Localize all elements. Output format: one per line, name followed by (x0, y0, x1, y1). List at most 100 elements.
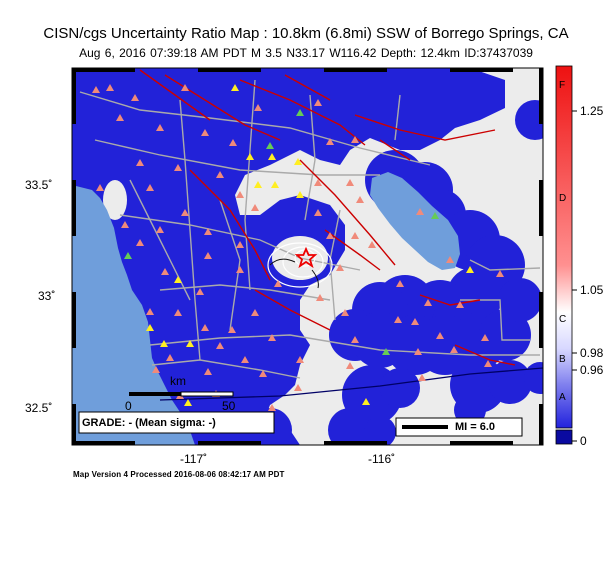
colorbar-value-0-98: 0.98 (580, 346, 604, 360)
station-marker (326, 232, 334, 239)
station-marker (294, 158, 302, 165)
station-marker (466, 266, 474, 273)
lat-tick-33-5: 33.5˚ (25, 178, 53, 192)
station-marker (424, 299, 432, 306)
station-marker (314, 209, 322, 216)
scale-unit: km (170, 374, 186, 388)
station-marker (274, 280, 282, 287)
station-marker (181, 84, 189, 91)
station-marker (496, 270, 504, 277)
station-marker (92, 86, 100, 93)
station-marker (106, 84, 114, 91)
station-marker (136, 239, 144, 246)
ocean (72, 185, 195, 445)
map-area (72, 68, 543, 445)
colorbar-value-1-05: 1.05 (580, 283, 604, 297)
epicenter-star (294, 246, 318, 269)
station-marker (450, 346, 458, 353)
station-marker (184, 399, 192, 406)
station-marker (481, 334, 489, 341)
station-marker (246, 153, 254, 160)
map-frame (71, 67, 544, 446)
colorbar-value-0-96: 0.96 (580, 363, 604, 377)
frame-ticks (72, 68, 543, 445)
lon-tick-117: -117˚ (180, 452, 208, 466)
station-marker (181, 209, 189, 216)
station-marker (362, 398, 370, 405)
station-marker (231, 84, 239, 91)
station-marker (368, 241, 376, 248)
station-marker (411, 318, 419, 325)
station-marker (160, 340, 168, 347)
border-line (159, 367, 543, 401)
station-marker (204, 228, 212, 235)
station-marker (271, 181, 279, 188)
station-marker (418, 374, 426, 381)
station-marker (396, 280, 404, 287)
colorbar (555, 65, 577, 445)
station-marker (431, 212, 439, 219)
station-marker (131, 94, 139, 101)
station-marker (341, 309, 349, 316)
station-marker (316, 294, 324, 301)
mi-legend (395, 417, 523, 437)
colorbar-grade-b: B (559, 354, 566, 365)
station-marker (152, 366, 160, 373)
station-marker (174, 309, 182, 316)
station-marker (254, 181, 262, 188)
station-marker (351, 232, 359, 239)
station-marker (266, 142, 274, 149)
event-details: Aug 6, 2016 07:39:18 AM PDT M 3.5 N33.17… (79, 46, 533, 60)
colorbar-grade-f: F (559, 80, 566, 91)
station-marker (296, 191, 304, 198)
station-marker (446, 256, 454, 263)
station-marker (146, 324, 154, 331)
station-marker (116, 114, 124, 121)
station-marker (241, 356, 249, 363)
station-marker (251, 309, 259, 316)
station-marker (201, 324, 209, 331)
station-marker (236, 266, 244, 273)
station-markers (92, 84, 504, 411)
light-patch (103, 180, 127, 220)
station-marker (174, 276, 182, 283)
station-marker (259, 370, 267, 377)
grade-box (78, 411, 275, 434)
station-marker (216, 342, 224, 349)
station-marker (254, 104, 262, 111)
station-marker (174, 164, 182, 171)
station-marker (229, 139, 237, 146)
station-marker (216, 171, 224, 178)
station-marker (268, 334, 276, 341)
map-title: CISN/cgs Uncertainty Ratio Map : 10.8km … (43, 25, 569, 42)
station-marker (121, 221, 129, 228)
colorbar-value-1-25: 1.25 (580, 104, 604, 118)
station-marker (314, 99, 322, 106)
station-marker (124, 252, 132, 259)
station-marker (484, 360, 492, 367)
station-marker (356, 196, 364, 203)
colorbar-grade-c: C (559, 314, 567, 325)
station-marker (166, 354, 174, 361)
lon-tick-116: -116˚ (368, 452, 396, 466)
station-marker (204, 368, 212, 375)
station-marker (156, 226, 164, 233)
grade-text: GRADE: - (Mean sigma: -) (82, 417, 216, 429)
station-marker (236, 191, 244, 198)
station-marker (296, 109, 304, 116)
station-marker (346, 179, 354, 186)
salton-sea (370, 172, 460, 270)
station-marker (351, 136, 359, 143)
station-marker (346, 362, 354, 369)
colorbar-value-0: 0 (580, 434, 587, 448)
station-marker (436, 332, 444, 339)
scale-end: 50 (222, 399, 236, 413)
station-marker (146, 184, 154, 191)
colorbar-grade-d: D (559, 193, 567, 204)
station-marker (314, 179, 322, 186)
station-marker (456, 301, 464, 308)
station-marker (394, 316, 402, 323)
lat-tick-33: 33˚ (38, 289, 56, 303)
mi-legend-text: MI = 6.0 (455, 421, 496, 433)
